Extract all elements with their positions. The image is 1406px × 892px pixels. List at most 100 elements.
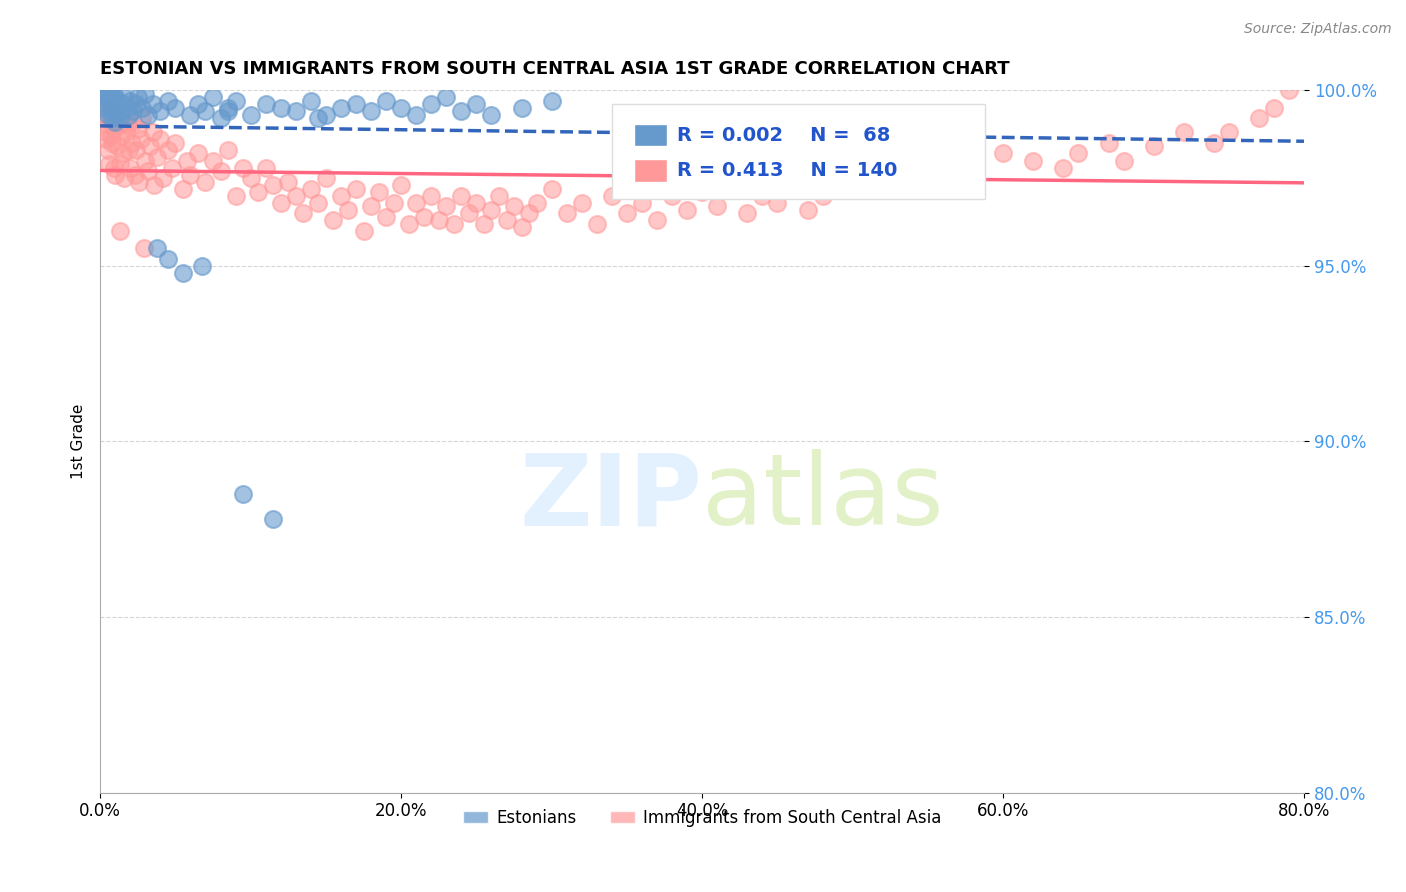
Point — [152, 171, 174, 186]
Point — [98, 94, 121, 108]
Point — [94, 132, 117, 146]
Point — [104, 168, 127, 182]
Point — [585, 217, 607, 231]
Text: Source: ZipAtlas.com: Source: ZipAtlas.com — [1244, 22, 1392, 37]
Point — [156, 94, 179, 108]
Point — [91, 101, 114, 115]
Point — [149, 104, 172, 119]
Y-axis label: 1st Grade: 1st Grade — [72, 404, 86, 479]
Point — [100, 83, 122, 97]
Point — [118, 143, 141, 157]
Point — [120, 94, 142, 108]
Point — [315, 108, 337, 122]
Point — [443, 217, 465, 231]
Point — [1022, 153, 1045, 168]
Point — [97, 119, 120, 133]
Point — [382, 195, 405, 210]
Text: R = 0.002    N =  68: R = 0.002 N = 68 — [676, 126, 890, 145]
Legend: Estonians, Immigrants from South Central Asia: Estonians, Immigrants from South Central… — [456, 802, 948, 833]
Point — [247, 185, 270, 199]
Point — [108, 157, 131, 171]
Point — [540, 181, 562, 195]
Point — [1052, 161, 1074, 175]
Point — [94, 97, 117, 112]
Point — [239, 171, 262, 186]
Point — [134, 153, 156, 168]
Point — [217, 143, 239, 157]
Point — [129, 132, 152, 146]
Point — [111, 146, 134, 161]
Point — [104, 115, 127, 129]
Point — [284, 104, 307, 119]
Point — [375, 94, 398, 108]
Point — [706, 199, 728, 213]
Point — [103, 161, 125, 175]
Point — [122, 115, 145, 129]
Point — [766, 195, 789, 210]
Point — [110, 104, 132, 119]
Point — [91, 112, 114, 126]
Point — [93, 101, 115, 115]
Point — [136, 164, 159, 178]
Point — [616, 206, 638, 220]
Point — [420, 97, 443, 112]
Point — [322, 213, 344, 227]
Point — [337, 202, 360, 217]
Point — [131, 112, 153, 126]
Point — [555, 206, 578, 220]
Point — [187, 146, 209, 161]
Point — [690, 185, 713, 199]
Point — [389, 178, 412, 192]
Point — [917, 153, 939, 168]
Point — [112, 90, 135, 104]
Point — [194, 175, 217, 189]
Point — [202, 153, 225, 168]
Point — [270, 195, 292, 210]
Point — [103, 122, 125, 136]
Point — [127, 122, 149, 136]
Point — [101, 112, 124, 126]
Point — [450, 188, 472, 202]
Point — [124, 168, 146, 182]
Point — [254, 97, 277, 112]
Text: ZIP: ZIP — [519, 450, 702, 546]
Point — [526, 195, 548, 210]
Point — [132, 241, 155, 255]
Point — [901, 171, 924, 186]
Point — [104, 108, 127, 122]
Text: R = 0.413    N = 140: R = 0.413 N = 140 — [676, 161, 897, 180]
Point — [97, 83, 120, 97]
Point — [101, 112, 124, 126]
Point — [360, 104, 382, 119]
Point — [115, 119, 138, 133]
Point — [156, 143, 179, 157]
Point — [1097, 136, 1119, 150]
Point — [209, 112, 232, 126]
Point — [165, 101, 187, 115]
Bar — [634, 159, 668, 182]
Point — [427, 213, 450, 227]
Point — [1067, 146, 1090, 161]
Point — [872, 161, 894, 175]
Point — [172, 266, 194, 280]
Point — [488, 188, 510, 202]
Point — [103, 87, 125, 101]
Point — [172, 181, 194, 195]
Point — [232, 487, 254, 501]
Point — [329, 188, 352, 202]
Point — [149, 132, 172, 146]
Point — [97, 143, 120, 157]
Point — [661, 188, 683, 202]
Point — [631, 195, 654, 210]
Point — [98, 87, 121, 101]
Point — [146, 241, 169, 255]
Point — [299, 181, 322, 195]
Point — [107, 119, 129, 133]
Point — [434, 199, 457, 213]
Point — [1263, 101, 1285, 115]
Point — [465, 97, 488, 112]
Point — [481, 202, 503, 217]
Point — [115, 101, 138, 115]
Point — [217, 101, 239, 115]
Point — [510, 101, 533, 115]
